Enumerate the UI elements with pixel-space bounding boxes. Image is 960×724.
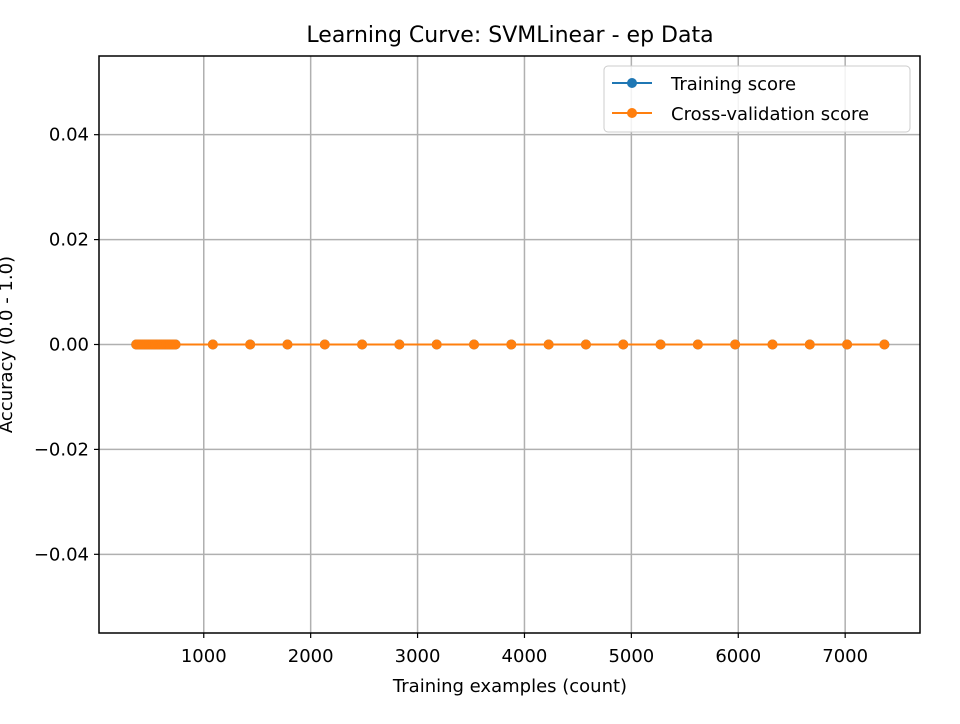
data-point: [431, 339, 442, 350]
data-point: [580, 339, 591, 350]
legend-marker-training: [627, 78, 637, 88]
y-tick-label: 0.02: [49, 230, 89, 251]
x-tick-label: 7000: [822, 646, 868, 667]
data-point: [730, 339, 741, 350]
series-cross-validation-score: [131, 339, 890, 350]
y-tick-label: 0.04: [49, 125, 89, 146]
series-area: [131, 339, 890, 350]
y-tick-label: 0.00: [49, 335, 89, 356]
data-point: [282, 339, 293, 350]
x-tick-label: 1000: [181, 646, 227, 667]
data-point: [469, 339, 480, 350]
y-tick-label: −0.02: [34, 439, 89, 460]
data-point: [879, 339, 890, 350]
x-tick-label: 4000: [502, 646, 548, 667]
data-point: [245, 339, 256, 350]
x-tick-label: 5000: [608, 646, 654, 667]
data-point: [170, 339, 181, 350]
legend: Training score Cross-validation score: [603, 65, 911, 133]
chart-title: Learning Curve: SVMLinear - ep Data: [306, 23, 713, 48]
legend-box: [603, 65, 911, 133]
x-tick-label: 6000: [715, 646, 761, 667]
y-axis: −0.04 −0.02 0.00 0.02 0.04: [34, 125, 99, 565]
data-point: [543, 339, 554, 350]
data-point: [767, 339, 778, 350]
data-point: [655, 339, 666, 350]
legend-marker-cv: [627, 108, 637, 118]
data-point: [618, 339, 629, 350]
data-point: [319, 339, 330, 350]
data-point: [207, 339, 218, 350]
legend-label-cv: Cross-validation score: [671, 104, 869, 125]
y-axis-label: Accuracy (0.0 - 1.0): [0, 256, 17, 433]
data-point: [506, 339, 517, 350]
data-point: [394, 339, 405, 350]
x-tick-label: 2000: [288, 646, 334, 667]
y-tick-label: −0.04: [34, 544, 89, 565]
x-axis: 1000 2000 3000 4000 5000 6000 7000: [181, 633, 868, 667]
legend-label-training: Training score: [670, 74, 796, 95]
x-tick-label: 3000: [395, 646, 441, 667]
x-axis-label: Training examples (count): [392, 676, 627, 697]
data-point: [842, 339, 853, 350]
data-point: [804, 339, 815, 350]
data-point: [357, 339, 368, 350]
data-point: [692, 339, 703, 350]
